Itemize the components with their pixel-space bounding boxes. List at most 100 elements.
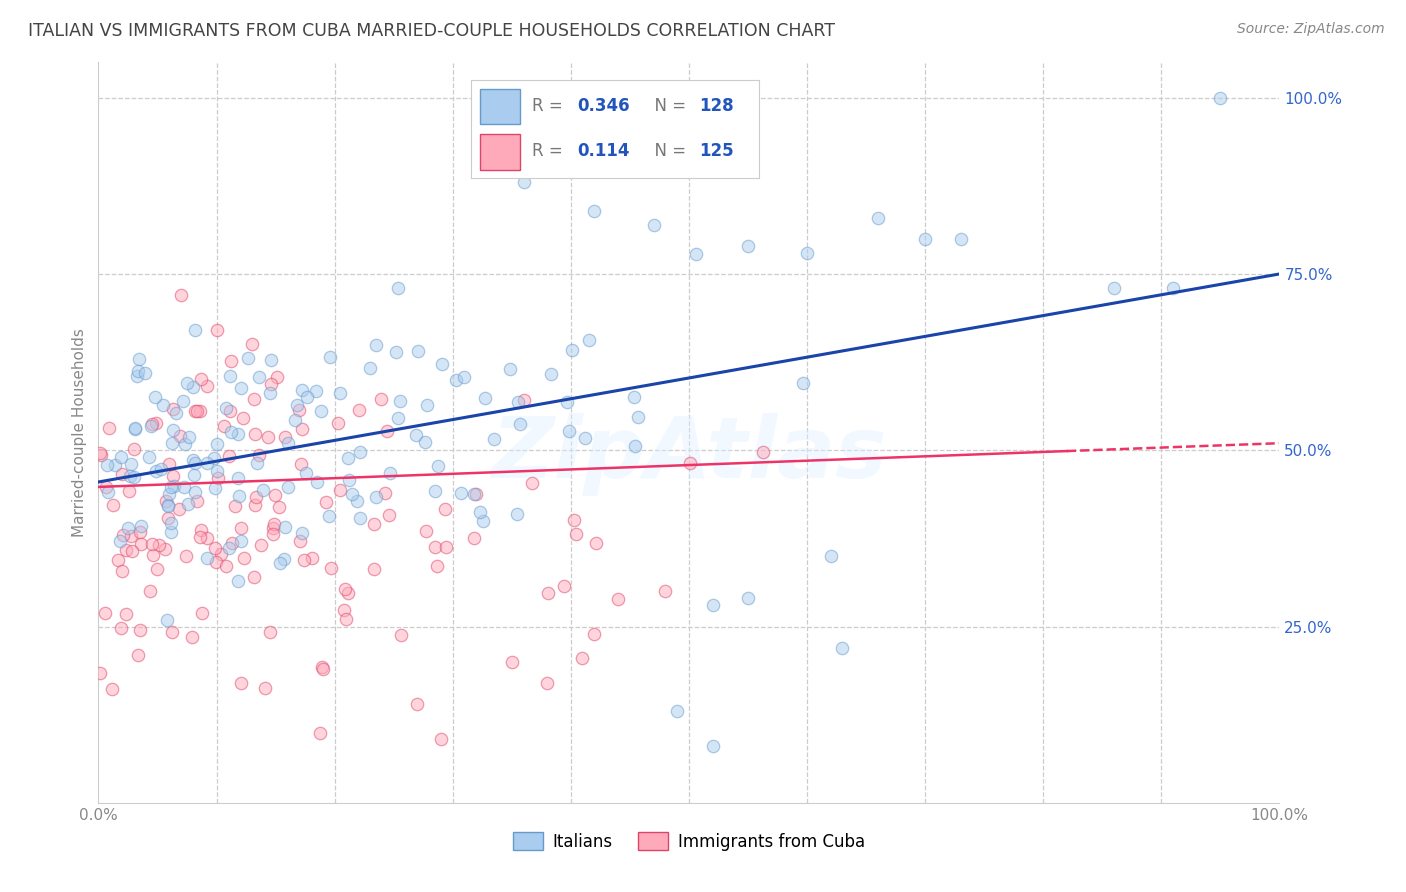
Point	[229, 534, 252, 549]
Point	[202, 451, 225, 466]
Point	[107, 553, 129, 567]
Point	[295, 467, 318, 481]
Point	[627, 410, 650, 425]
Point	[336, 586, 359, 600]
Point	[553, 579, 575, 593]
Point	[565, 527, 588, 541]
Point	[349, 403, 371, 417]
Point	[188, 530, 211, 544]
Point	[820, 549, 842, 563]
Point	[148, 538, 170, 552]
Point	[606, 592, 628, 607]
Point	[181, 453, 204, 467]
Point	[305, 475, 328, 489]
Point	[127, 364, 149, 378]
Point	[181, 380, 204, 394]
Point	[229, 676, 252, 690]
Point	[160, 435, 183, 450]
Point	[212, 419, 235, 434]
Point	[831, 640, 853, 655]
Text: N =: N =	[644, 97, 692, 115]
Point	[183, 485, 205, 500]
Point	[405, 428, 427, 442]
Text: N =: N =	[644, 142, 692, 160]
Point	[173, 480, 195, 494]
Point	[177, 497, 200, 511]
Point	[111, 467, 134, 482]
Point	[482, 432, 505, 446]
Point	[266, 370, 288, 384]
Text: ITALIAN VS IMMIGRANTS FROM CUBA MARRIED-COUPLE HOUSEHOLDS CORRELATION CHART: ITALIAN VS IMMIGRANTS FROM CUBA MARRIED-…	[28, 22, 835, 40]
Point	[159, 480, 181, 494]
Point	[571, 651, 593, 665]
FancyBboxPatch shape	[479, 89, 520, 124]
Point	[425, 484, 447, 499]
Point	[623, 440, 645, 454]
Point	[260, 376, 283, 391]
Point	[219, 369, 242, 384]
Point	[385, 344, 408, 359]
Point	[643, 218, 665, 232]
Point	[157, 457, 180, 471]
Point	[336, 451, 359, 466]
Point	[209, 547, 232, 561]
Point	[152, 398, 174, 412]
Point	[89, 665, 111, 680]
Point	[274, 430, 297, 444]
Point	[290, 457, 312, 471]
Point	[388, 394, 411, 409]
Point	[205, 464, 228, 478]
Point	[186, 404, 208, 418]
Point	[446, 373, 468, 387]
Text: 0.114: 0.114	[578, 142, 630, 160]
Point	[426, 558, 449, 573]
Point	[101, 682, 124, 697]
Point	[335, 612, 357, 626]
Point	[389, 628, 412, 642]
Point	[205, 323, 228, 337]
Point	[163, 479, 186, 493]
Point	[1161, 281, 1184, 295]
Point	[226, 427, 249, 442]
Point	[277, 480, 299, 494]
Point	[274, 520, 297, 534]
Text: ZipAtlas: ZipAtlas	[491, 413, 887, 496]
Point	[540, 367, 562, 381]
Point	[191, 607, 214, 621]
Text: 128: 128	[699, 97, 734, 115]
Point	[190, 372, 212, 386]
Point	[468, 505, 491, 519]
Point	[233, 551, 256, 566]
Point	[204, 481, 226, 495]
Point	[737, 591, 759, 606]
Point	[430, 732, 453, 747]
Text: R =: R =	[531, 142, 572, 160]
Point	[558, 424, 581, 438]
Point	[583, 626, 606, 640]
Point	[277, 435, 299, 450]
Point	[796, 245, 818, 260]
Point	[679, 456, 702, 470]
Point	[464, 487, 486, 501]
Point	[141, 417, 163, 432]
Point	[167, 501, 190, 516]
Point	[145, 464, 167, 478]
Point	[110, 534, 132, 549]
Point	[506, 394, 529, 409]
Point	[240, 337, 263, 351]
Point	[366, 338, 388, 352]
Point	[177, 430, 200, 444]
Point	[242, 570, 264, 584]
Point	[1209, 91, 1232, 105]
Point	[506, 507, 529, 521]
Point	[370, 392, 392, 406]
Point	[247, 369, 270, 384]
Point	[387, 411, 409, 425]
Point	[751, 445, 773, 459]
Point	[914, 232, 936, 246]
Point	[110, 621, 132, 635]
Point	[146, 562, 169, 576]
Point	[183, 322, 205, 336]
Point	[162, 401, 184, 416]
Point	[737, 239, 759, 253]
